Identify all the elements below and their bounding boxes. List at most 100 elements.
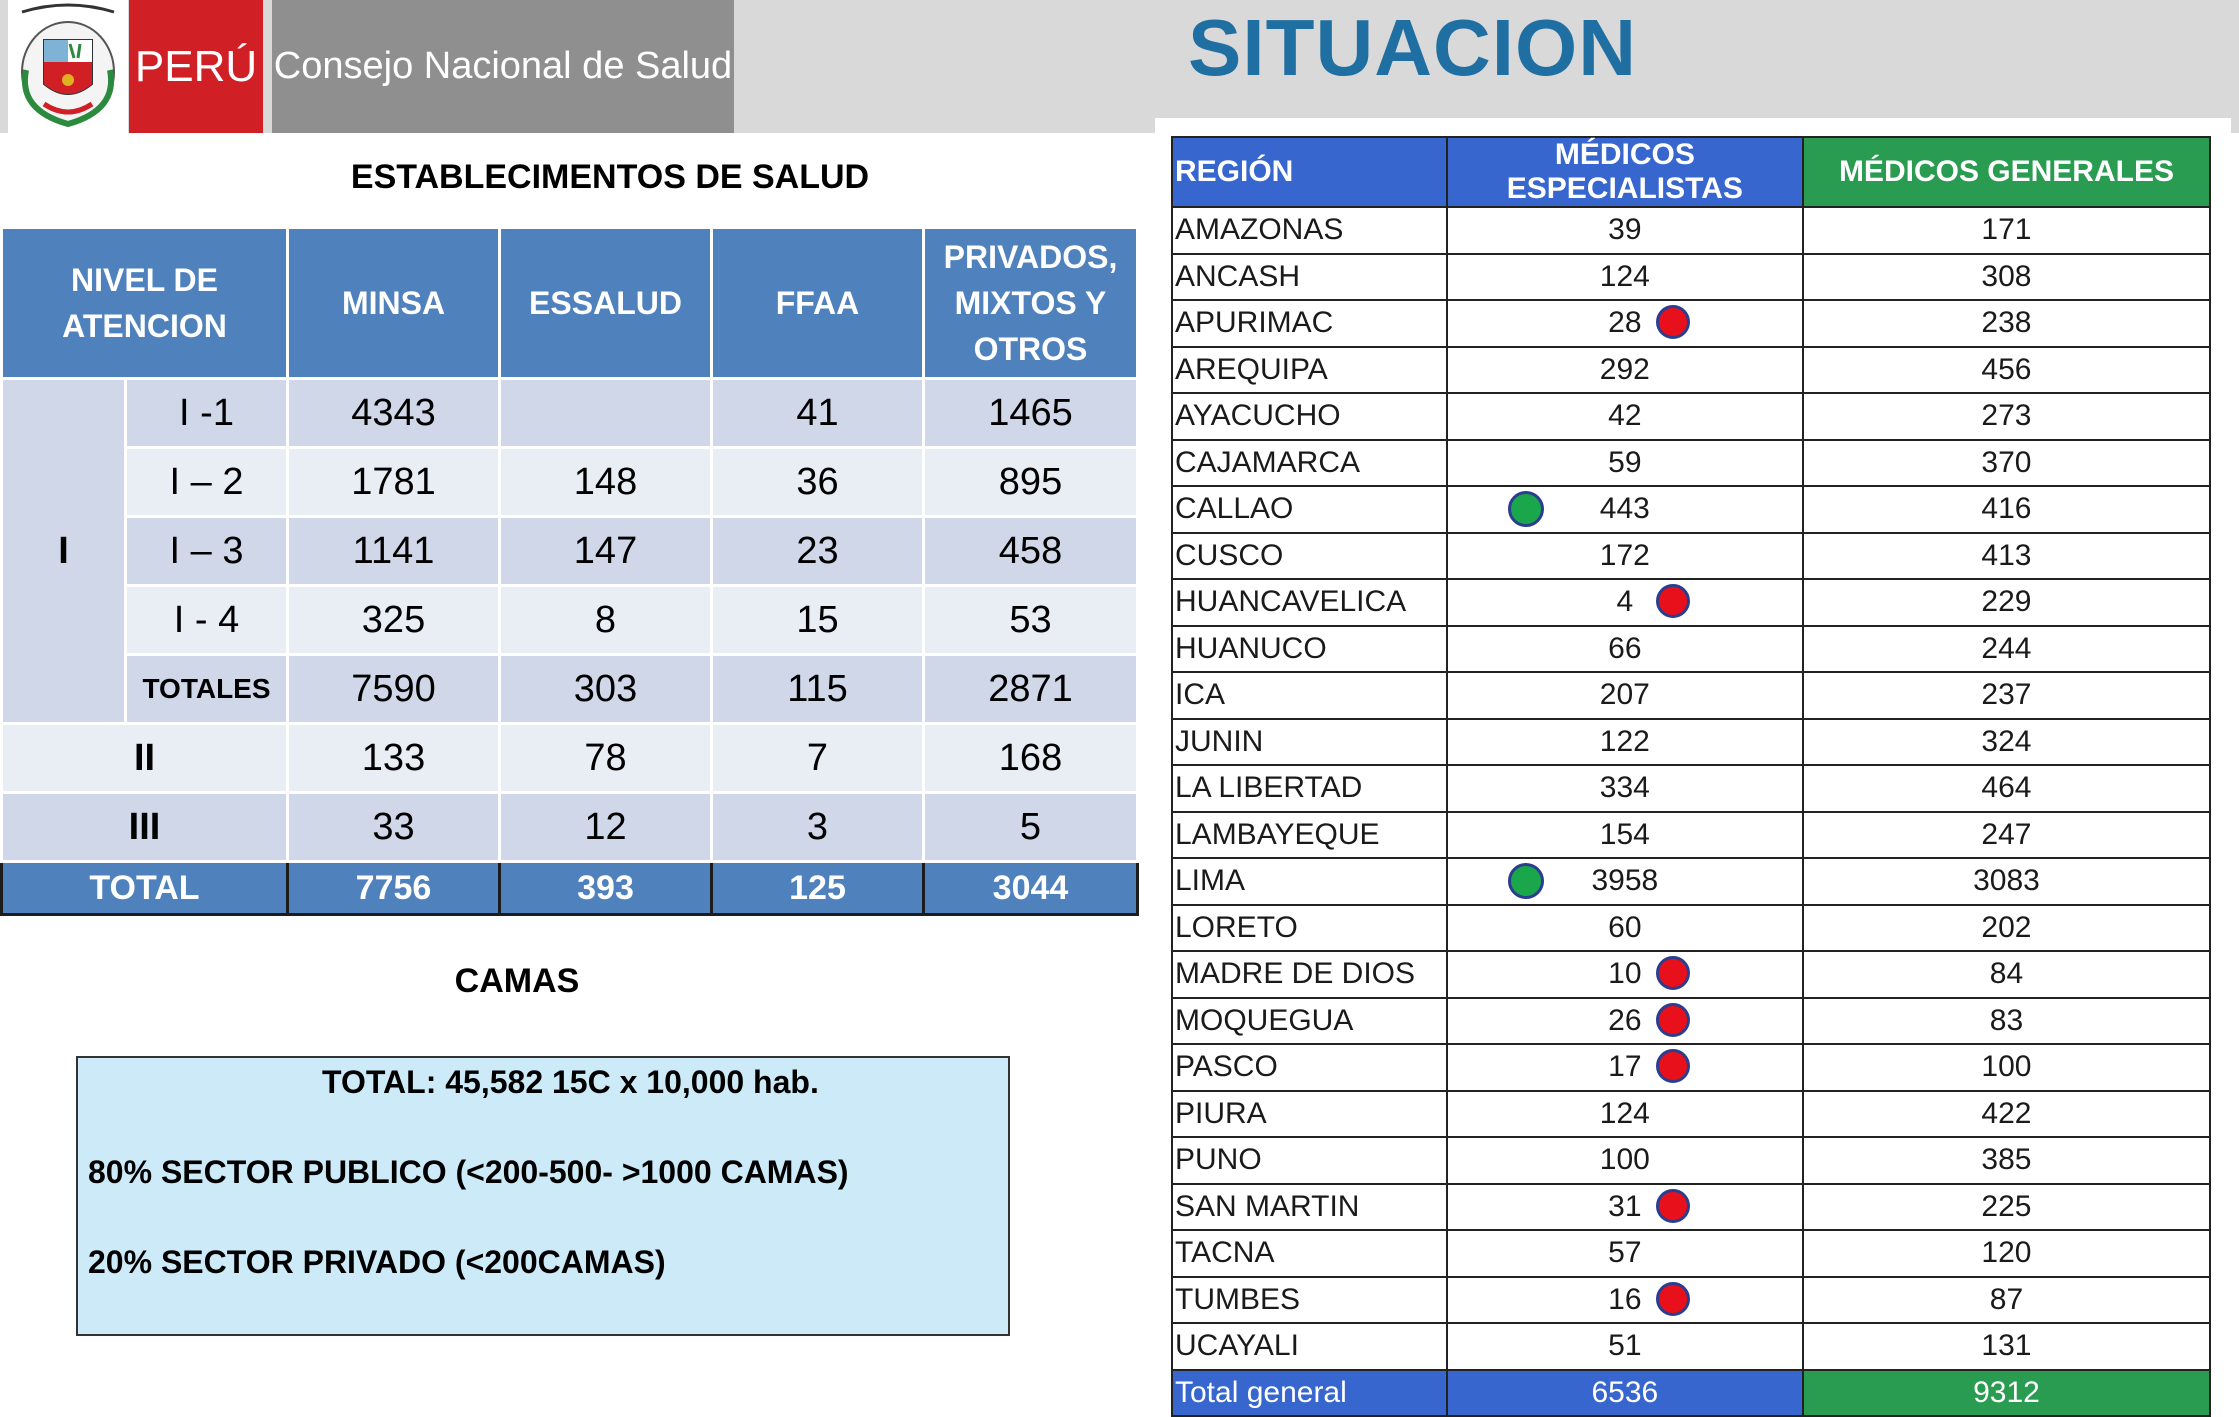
generales-cell: 308 xyxy=(1801,252,2212,301)
generales-cell: 385 xyxy=(1801,1136,2212,1185)
especialistas-value: 3958 xyxy=(1591,864,1659,898)
cell-privados: 2871 xyxy=(922,653,1139,725)
especialistas-value: 16 xyxy=(1608,1282,1642,1316)
generales-cell: 324 xyxy=(1801,717,2212,766)
especialistas-value: 4 xyxy=(1616,585,1634,619)
region-cell: MOQUEGUA xyxy=(1171,996,1448,1045)
row-label: I – 2 xyxy=(124,446,289,518)
table-row: SAN MARTIN 31 225 xyxy=(1171,1182,2212,1231)
region-cell: PUNO xyxy=(1171,1136,1448,1185)
especialistas-cell: 10 xyxy=(1445,950,1804,999)
table-row: JUNIN 122 324 xyxy=(1171,717,2212,766)
red-marker-icon xyxy=(1655,1002,1690,1037)
camas-total-line: TOTAL: 45,582 15C x 10,000 hab. xyxy=(322,1064,819,1100)
especialistas-value: 51 xyxy=(1608,1329,1642,1363)
cell-ffaa: 36 xyxy=(710,446,925,518)
region-cell: PIURA xyxy=(1171,1089,1448,1138)
especialistas-value: 57 xyxy=(1608,1236,1642,1270)
especialistas-value: 207 xyxy=(1599,678,1650,712)
total-essalud: 393 xyxy=(498,860,713,916)
peru-brand-label: PERÚ xyxy=(129,0,263,133)
total-generales: 9312 xyxy=(1801,1368,2212,1417)
especialistas-cell: 292 xyxy=(1445,345,1804,394)
total-privados: 3044 xyxy=(922,860,1139,916)
generales-cell: 84 xyxy=(1801,950,2212,999)
table-row: TUMBES 16 87 xyxy=(1171,1275,2212,1324)
table-row: III 33 12 3 5 xyxy=(0,791,1139,863)
establecimientos-table: NIVEL DE ATENCION MINSA ESSALUD FFAA PRI… xyxy=(0,226,1139,916)
especialistas-cell: 443 xyxy=(1445,485,1804,534)
table-row: TOTALES 7590 303 115 2871 xyxy=(2,653,1139,725)
especialistas-cell: 39 xyxy=(1445,206,1804,255)
generales-cell: 120 xyxy=(1801,1229,2212,1278)
especialistas-cell: 3958 xyxy=(1445,857,1804,906)
especialistas-cell: 42 xyxy=(1445,392,1804,441)
especialistas-cell: 172 xyxy=(1445,531,1804,580)
total-label: TOTAL xyxy=(0,860,289,916)
table-row: AMAZONAS 39 171 xyxy=(1171,206,2212,255)
region-cell: HUANCAVELICA xyxy=(1171,578,1448,627)
total-minsa: 7756 xyxy=(286,860,501,916)
especialistas-value: 60 xyxy=(1608,910,1642,944)
especialistas-cell: 207 xyxy=(1445,671,1804,720)
medicos-panel: REGIÓN MÉDICOS ESPECIALISTAS MÉDICOS GEN… xyxy=(1155,118,2231,1417)
cell-ffaa: 3 xyxy=(710,791,925,863)
especialistas-value: 443 xyxy=(1599,492,1650,526)
especialistas-value: 122 xyxy=(1599,724,1650,758)
col-header-minsa: MINSA xyxy=(286,226,501,380)
generales-cell: 171 xyxy=(1801,206,2212,255)
table-row: AREQUIPA 292 456 xyxy=(1171,345,2212,394)
region-cell: LORETO xyxy=(1171,903,1448,952)
especialistas-value: 172 xyxy=(1599,538,1650,572)
table-row: HUANCAVELICA 4 229 xyxy=(1171,578,2212,627)
col-header-essalud: ESSALUD xyxy=(498,226,713,380)
table-row: CUSCO 172 413 xyxy=(1171,531,2212,580)
region-cell: TUMBES xyxy=(1171,1275,1448,1324)
cell-essalud: 78 xyxy=(498,722,713,794)
table-row: LAMBAYEQUE 154 247 xyxy=(1171,810,2212,859)
especialistas-cell: 57 xyxy=(1445,1229,1804,1278)
consejo-brand-label: Consejo Nacional de Salud xyxy=(272,0,734,133)
especialistas-value: 17 xyxy=(1608,1050,1642,1084)
table-row: I – 2 1781 148 36 895 xyxy=(2,446,1139,518)
col-header-nivel: NIVEL DE ATENCION xyxy=(0,226,289,380)
generales-cell: 273 xyxy=(1801,392,2212,441)
table-row: UCAYALI 51 131 xyxy=(1171,1322,2212,1371)
generales-cell: 416 xyxy=(1801,485,2212,534)
generales-cell: 100 xyxy=(1801,1043,2212,1092)
generales-cell: 131 xyxy=(1801,1322,2212,1371)
camas-box: TOTAL: 45,582 15C x 10,000 hab. 80% SECT… xyxy=(76,1056,1010,1336)
especialistas-cell: 124 xyxy=(1445,1089,1804,1138)
especialistas-cell: 60 xyxy=(1445,903,1804,952)
especialistas-value: 124 xyxy=(1599,1096,1650,1130)
region-cell: SAN MARTIN xyxy=(1171,1182,1448,1231)
camas-privado-line: 20% SECTOR PRIVADO (<200CAMAS) xyxy=(88,1244,666,1280)
especialistas-cell: 66 xyxy=(1445,624,1804,673)
cell-minsa: 1141 xyxy=(286,515,501,587)
region-cell: CALLAO xyxy=(1171,485,1448,534)
table-row: ANCASH 124 308 xyxy=(1171,252,2212,301)
table-row: HUANUCO 66 244 xyxy=(1171,624,2212,673)
red-marker-icon xyxy=(1655,1049,1690,1083)
col-header-region: REGIÓN xyxy=(1171,136,1448,208)
cell-privados: 458 xyxy=(922,515,1139,587)
generales-cell: 3083 xyxy=(1801,857,2212,906)
green-marker-icon xyxy=(1507,863,1544,899)
generales-cell: 422 xyxy=(1801,1089,2212,1138)
red-marker-icon xyxy=(1655,584,1690,618)
table-row: II 133 78 7 168 xyxy=(0,722,1139,794)
table-row: I – 3 1141 147 23 458 xyxy=(2,515,1139,587)
row-label: I -1 xyxy=(124,377,289,449)
medicos-total-row: Total general 6536 9312 xyxy=(1171,1368,2212,1417)
col-header-especialistas: MÉDICOS ESPECIALISTAS xyxy=(1445,136,1804,208)
generales-cell: 464 xyxy=(1801,764,2212,813)
especialistas-cell: 334 xyxy=(1445,764,1804,813)
generales-cell: 202 xyxy=(1801,903,2212,952)
especialistas-cell: 31 xyxy=(1445,1182,1804,1231)
region-cell: UCAYALI xyxy=(1171,1322,1448,1371)
especialistas-value: 124 xyxy=(1599,259,1650,293)
row-label: II xyxy=(0,722,289,794)
especialistas-cell: 154 xyxy=(1445,810,1804,859)
table-row: PUNO 100 385 xyxy=(1171,1136,2212,1185)
especialistas-cell: 100 xyxy=(1445,1136,1804,1185)
